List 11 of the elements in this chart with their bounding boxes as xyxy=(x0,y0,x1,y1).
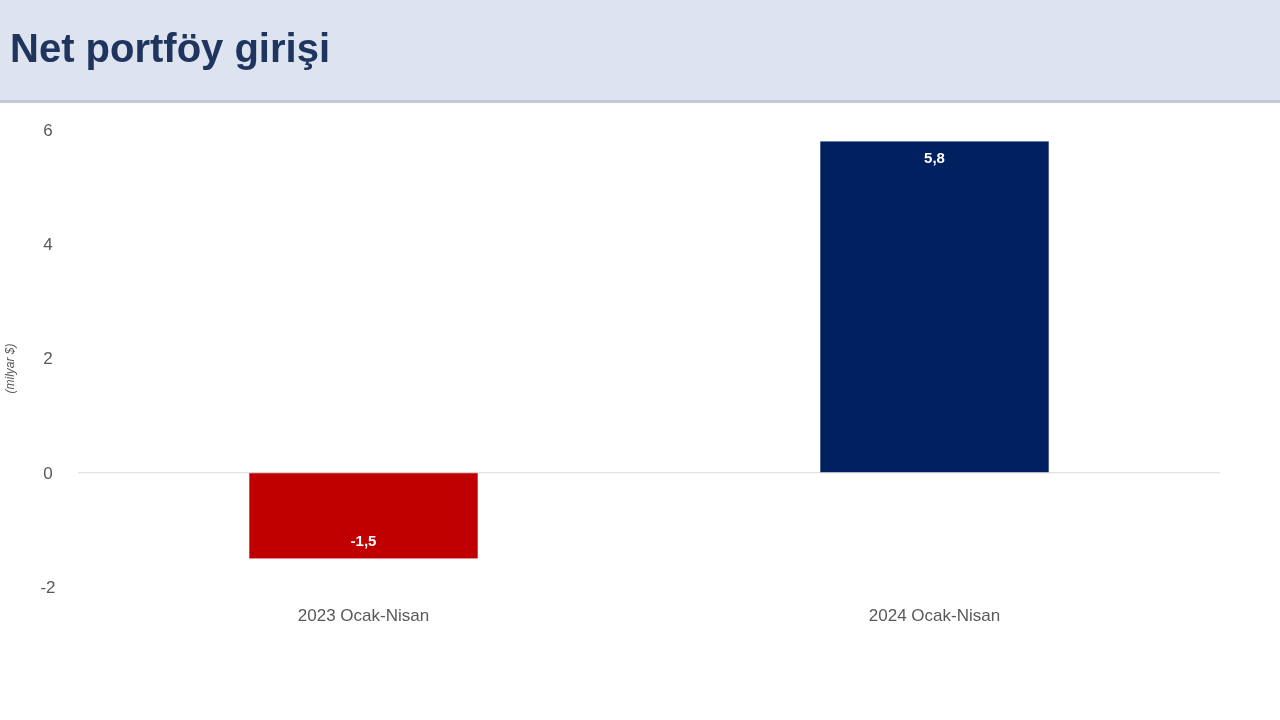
chart-title: Net portföy girişi xyxy=(10,26,331,70)
y-tick-label: 6 xyxy=(43,120,53,140)
y-tick-label: 4 xyxy=(43,235,53,255)
data-label: -1,5 xyxy=(350,532,377,550)
y-axis-title: (milyar $) xyxy=(3,343,17,394)
y-tick-label: 0 xyxy=(43,463,53,483)
x-tick-label: 2023 Ocak-Nisan xyxy=(297,606,430,625)
y-tick-label: -2 xyxy=(40,577,56,597)
y-tick-label: 2 xyxy=(43,349,53,369)
x-tick-label: 2024 Ocak-Nisan xyxy=(868,606,1001,625)
data-label: 5,8 xyxy=(924,149,945,167)
